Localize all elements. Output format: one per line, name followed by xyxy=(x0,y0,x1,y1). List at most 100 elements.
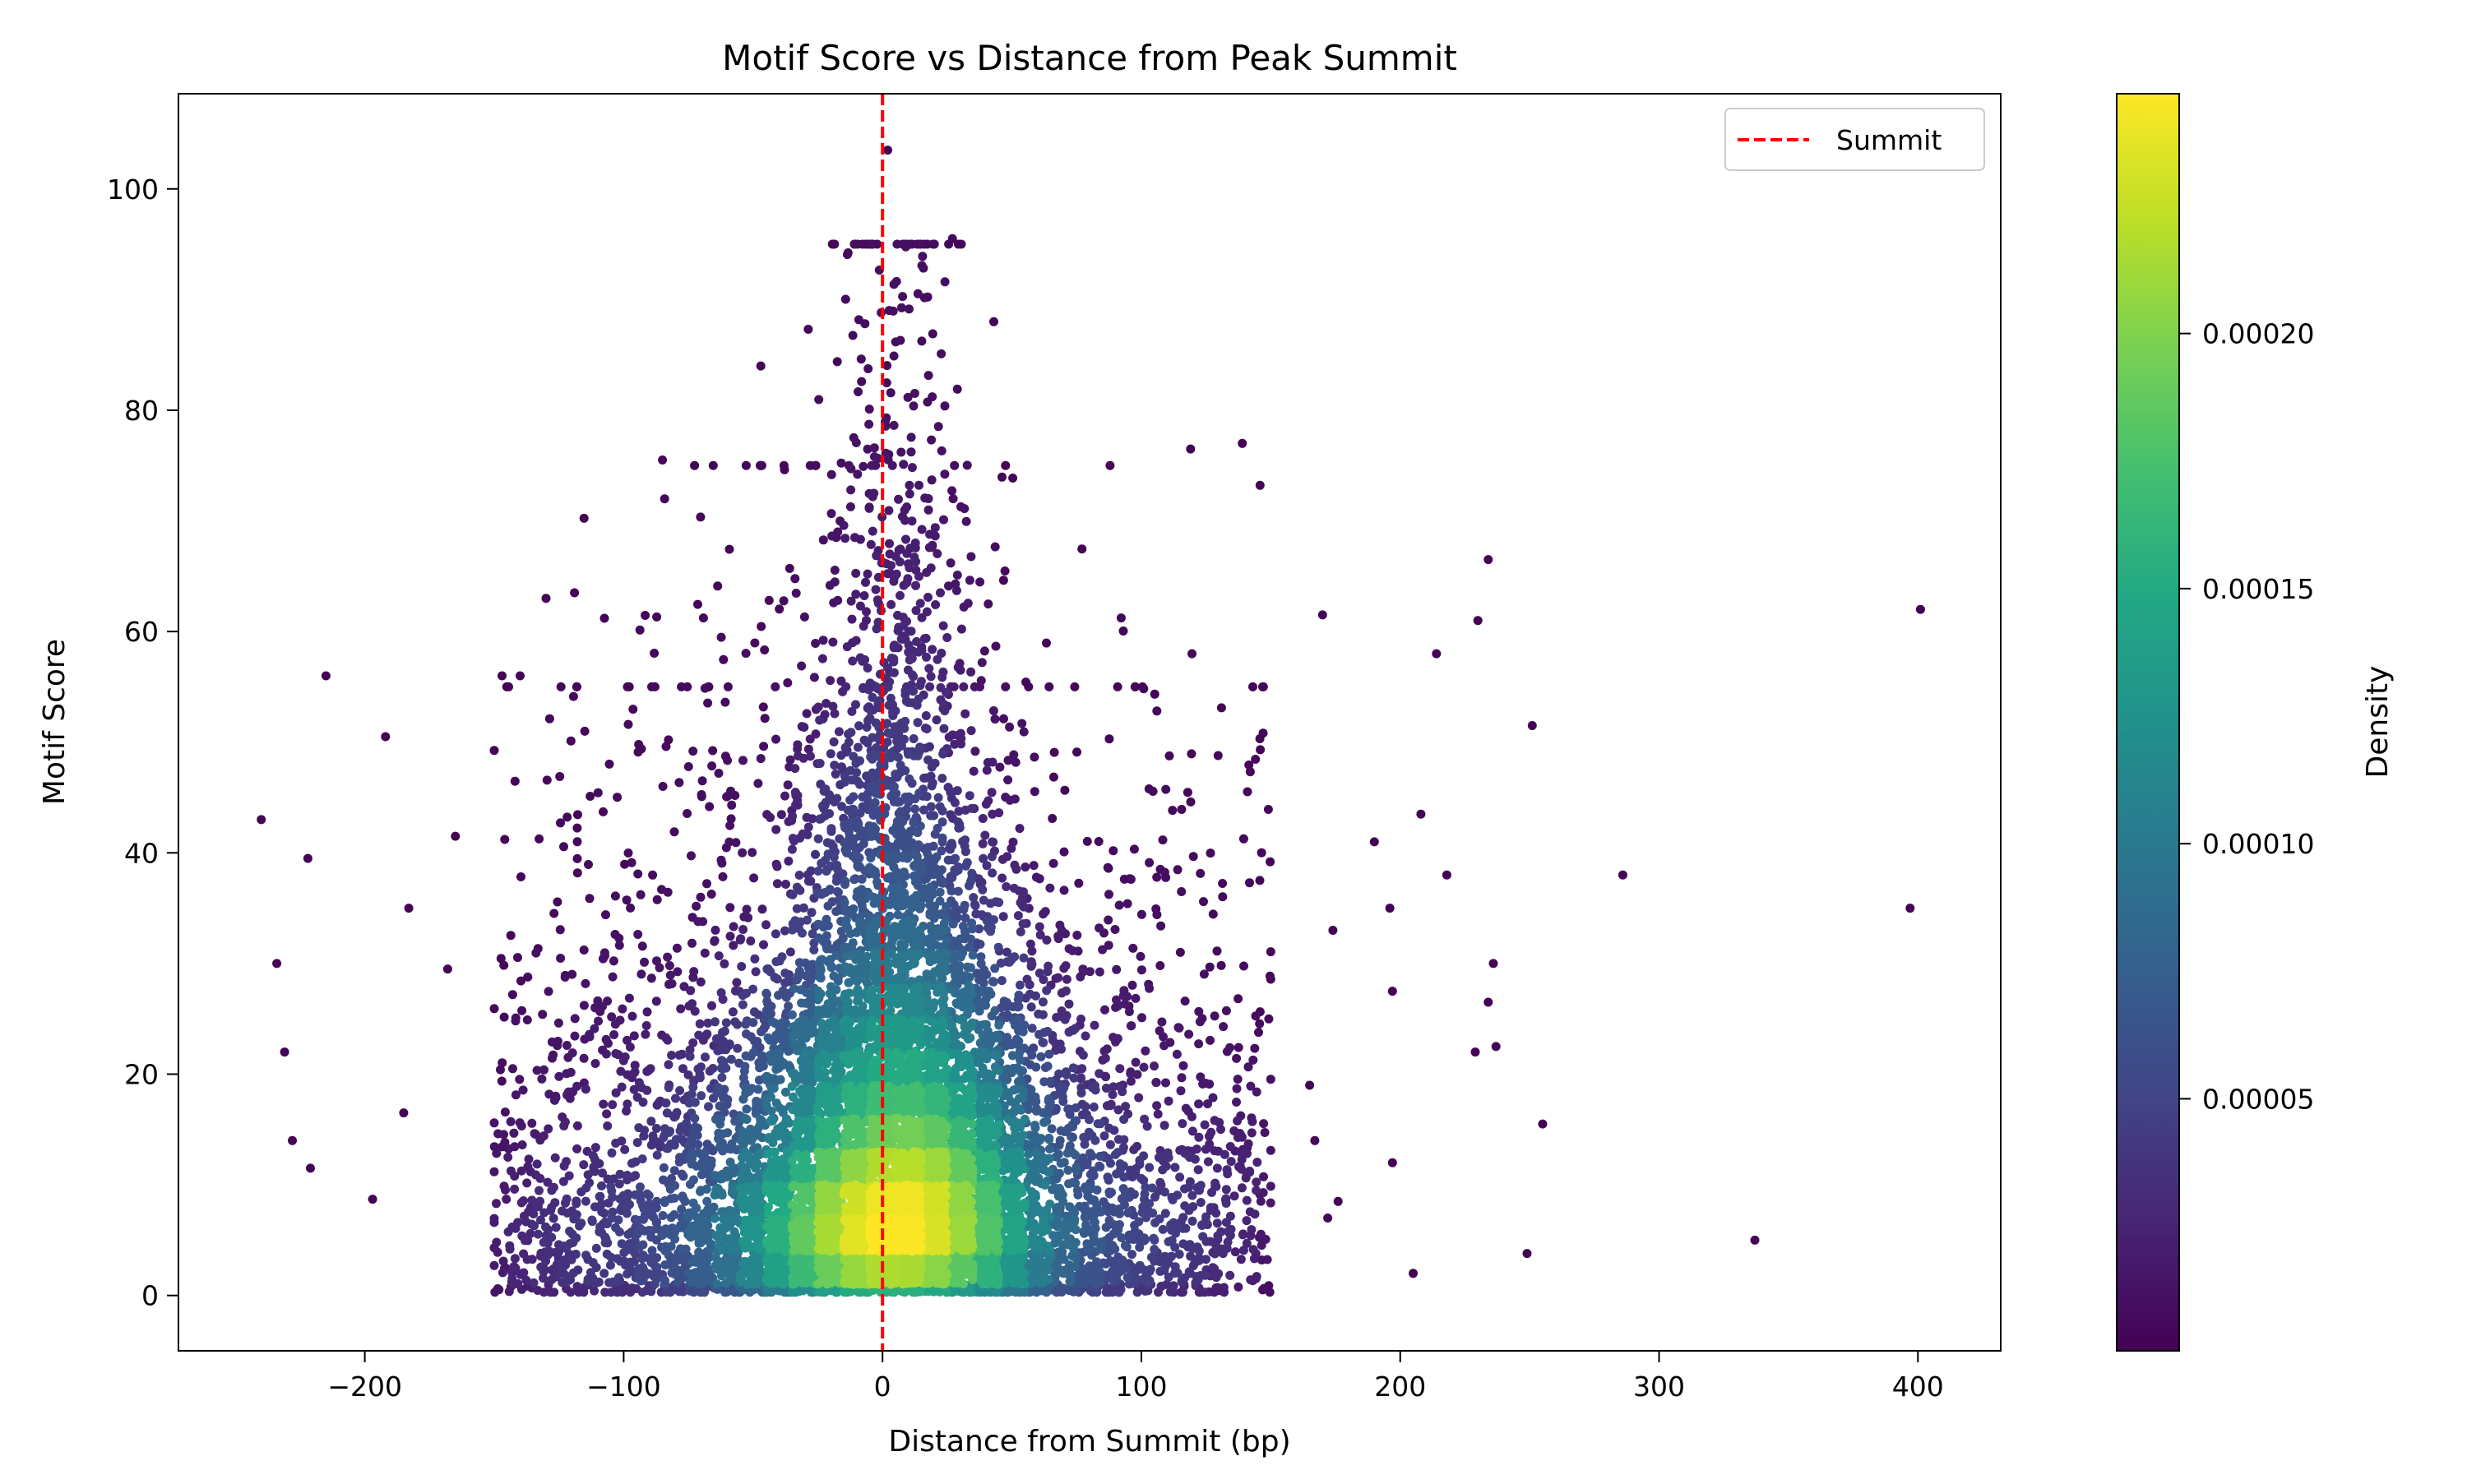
scatter-point xyxy=(1618,870,1627,880)
scatter-point xyxy=(793,740,803,750)
scatter-point xyxy=(1180,996,1190,1006)
scatter-point xyxy=(518,1269,528,1278)
scatter-point xyxy=(797,661,807,671)
scatter-point xyxy=(1013,911,1023,921)
scatter-point xyxy=(703,1018,713,1028)
scatter-point xyxy=(701,1031,710,1041)
scatter-point xyxy=(489,1118,499,1128)
scatter-point xyxy=(617,1136,627,1146)
scatter-point xyxy=(1100,1005,1109,1015)
scatter-point xyxy=(572,1144,582,1153)
scatter-point xyxy=(1034,1029,1044,1039)
scatter-point xyxy=(738,1000,748,1010)
scatter-point xyxy=(716,1114,725,1124)
scatter-point xyxy=(980,830,990,840)
scatter-point xyxy=(648,1203,658,1213)
scatter-point xyxy=(1119,1135,1129,1144)
scatter-point xyxy=(1181,1103,1191,1113)
scatter-point xyxy=(1252,1158,1262,1167)
scatter-point xyxy=(720,697,730,707)
scatter-point xyxy=(794,871,804,880)
scatter-point xyxy=(818,636,828,645)
scatter-point xyxy=(738,848,748,858)
scatter-point xyxy=(1197,1220,1207,1230)
scatter-point xyxy=(883,728,893,737)
scatter-point xyxy=(1155,1026,1164,1036)
scatter-point xyxy=(1059,885,1069,895)
scatter-point xyxy=(914,571,923,581)
scatter-point xyxy=(884,306,894,316)
scatter-point xyxy=(1239,961,1248,971)
scatter-point xyxy=(1076,1083,1086,1093)
scatter-point xyxy=(1071,1225,1081,1235)
scatter-point xyxy=(808,1023,817,1033)
scatter-point xyxy=(843,250,852,260)
scatter-point xyxy=(793,973,803,983)
scatter-point xyxy=(540,1237,550,1246)
scatter-point xyxy=(898,621,908,631)
scatter-point xyxy=(1251,755,1261,764)
scatter-point xyxy=(966,667,976,677)
scatter-point xyxy=(597,1227,607,1237)
scatter-point xyxy=(926,949,936,959)
scatter-point xyxy=(1199,969,1209,979)
scatter-point xyxy=(1067,1132,1076,1142)
scatter-point xyxy=(963,1024,973,1034)
scatter-point xyxy=(306,1163,315,1173)
scatter-point xyxy=(686,986,696,996)
scatter-point xyxy=(1031,1106,1041,1116)
scatter-point xyxy=(939,724,949,733)
scatter-point xyxy=(1252,1087,1261,1097)
scatter-point xyxy=(852,768,862,778)
scatter-point xyxy=(670,1234,680,1244)
scatter-point xyxy=(622,1106,632,1116)
scatter-point xyxy=(846,728,856,737)
scatter-point xyxy=(791,589,801,598)
scatter-point xyxy=(641,1021,651,1030)
scatter-point xyxy=(1187,1244,1197,1254)
scatter-point xyxy=(863,364,873,373)
scatter-point xyxy=(1218,879,1228,888)
scatter-point xyxy=(912,700,922,710)
scatter-point xyxy=(851,568,861,578)
scatter-point xyxy=(523,972,533,982)
scatter-point xyxy=(603,996,613,1006)
scatter-point xyxy=(584,860,593,869)
scatter-point xyxy=(627,1172,637,1182)
scatter-point xyxy=(1266,947,1275,957)
scatter-point xyxy=(492,1149,502,1158)
scatter-point xyxy=(955,961,965,971)
scatter-point xyxy=(864,405,874,414)
scatter-point xyxy=(1064,999,1074,1009)
scatter-point xyxy=(1034,969,1044,978)
scatter-point xyxy=(911,941,920,950)
scatter-point xyxy=(1131,682,1141,691)
scatter-point xyxy=(910,958,919,968)
scatter-point xyxy=(872,919,882,929)
scatter-point xyxy=(1027,946,1037,956)
scatter-point xyxy=(690,1113,700,1123)
scatter-point xyxy=(896,590,905,600)
scatter-point xyxy=(1106,1158,1115,1168)
scatter-point xyxy=(1019,727,1029,737)
scatter-point xyxy=(718,1146,728,1156)
scatter-point xyxy=(1242,1238,1252,1248)
scatter-point xyxy=(701,1231,711,1241)
scatter-point xyxy=(1093,1119,1103,1129)
scatter-point xyxy=(746,1032,756,1042)
scatter-point xyxy=(975,682,984,691)
scatter-point xyxy=(787,1010,797,1019)
scatter-point xyxy=(676,1004,686,1014)
scatter-point xyxy=(933,549,942,558)
scatter-point xyxy=(610,1019,620,1029)
scatter-point xyxy=(748,848,757,858)
scatter-point xyxy=(658,782,668,791)
scatter-point xyxy=(724,1220,734,1230)
scatter-point xyxy=(442,964,452,974)
scatter-point xyxy=(1177,1073,1187,1083)
scatter-point xyxy=(562,1069,572,1079)
scatter-point xyxy=(1178,1119,1187,1129)
scatter-point xyxy=(606,1181,616,1191)
scatter-point xyxy=(793,796,803,805)
scatter-point xyxy=(855,895,865,905)
